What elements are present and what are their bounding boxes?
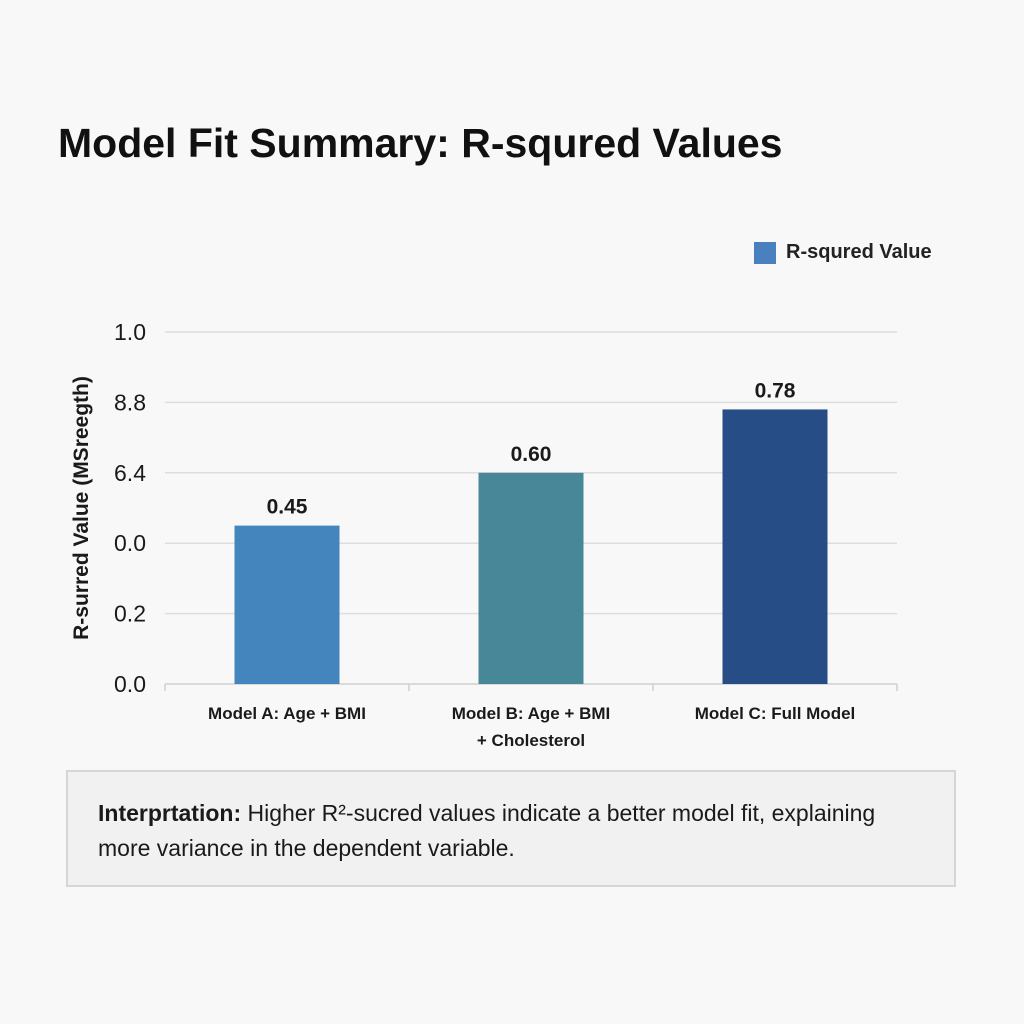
y-tick-label: 0.0 [114, 530, 146, 556]
data-label: 0.78 [755, 379, 796, 402]
y-tick-label: 6.4 [114, 460, 146, 486]
interpretation-box: Interprtation: Higher R²-sucred values i… [66, 770, 956, 887]
x-tick-label: Model B: Age + BMI [452, 704, 611, 723]
bar [234, 525, 340, 684]
interpretation-label: Interprtation: [98, 800, 242, 826]
y-tick-label: 0.2 [114, 601, 146, 627]
x-tick-label: Model C: Full Model [695, 704, 856, 723]
legend-label: R-squred Value [786, 241, 932, 263]
y-tick-label: 8.8 [114, 389, 146, 415]
x-tick-label: Model A: Age + BMI [208, 704, 366, 723]
x-tick-label: + Cholesterol [477, 731, 585, 750]
y-tick-label: 0.0 [114, 671, 146, 697]
y-axis-label: R-surred Value (MSreegth) [70, 376, 93, 640]
legend: R-squred Value [754, 241, 932, 264]
bar [722, 409, 828, 684]
data-label: 0.60 [511, 443, 552, 466]
y-tick-label: 1.0 [114, 319, 146, 345]
interpretation-text: Higher R²-sucred values indicate a bette… [98, 800, 876, 861]
chart-title: Model Fit Summary: R-squred Values [58, 120, 783, 166]
data-label: 0.45 [267, 496, 308, 519]
bar [478, 472, 584, 684]
legend-swatch [754, 241, 776, 264]
